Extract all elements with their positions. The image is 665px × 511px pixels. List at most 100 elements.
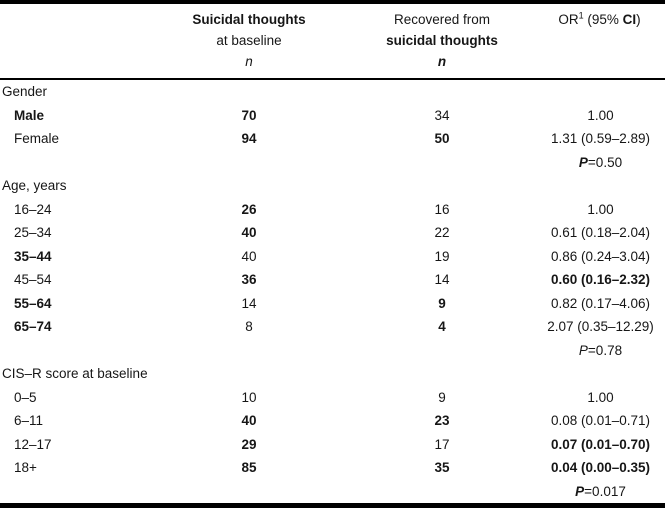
- header-baseline-n: n: [245, 54, 253, 69]
- p-symbol: P: [578, 154, 588, 170]
- row-label: 12–17: [14, 436, 52, 452]
- row-label: 18+: [14, 460, 37, 475]
- or-mid-text: (95%: [583, 12, 623, 27]
- or-ci: 0.61 (0.18–2.04): [550, 225, 651, 240]
- n-baseline: [150, 79, 348, 104]
- section-row: Gender: [0, 79, 665, 104]
- row-label: 55–64: [14, 295, 52, 311]
- or-ci: 1.00: [587, 107, 614, 123]
- or-ci: 0.82 (0.17–4.06): [550, 295, 651, 311]
- n-baseline: 29: [241, 436, 257, 452]
- n-baseline: 26: [241, 201, 257, 217]
- n-recovered: 9: [438, 295, 446, 311]
- table-row: 25–34 40 22 0.61 (0.18–2.04): [0, 221, 665, 245]
- n-recovered: 17: [434, 436, 450, 452]
- or-ci: 0.86 (0.24–3.04): [550, 248, 651, 264]
- n-baseline: [150, 362, 348, 386]
- header-col-or: OR1 (95% CI): [536, 2, 665, 80]
- n-baseline: [150, 174, 348, 198]
- n-recovered: 35: [434, 460, 450, 475]
- n-recovered: 4: [438, 319, 446, 334]
- or-ci-text: CI: [622, 12, 637, 27]
- p-value: P=0.017: [575, 483, 626, 499]
- n-recovered: 22: [434, 225, 450, 240]
- row-label: Male: [14, 107, 45, 123]
- n-recovered: [348, 174, 536, 198]
- or-ci: 0.60 (0.16–2.32): [550, 272, 651, 287]
- table-row: 12–17 29 17 0.07 (0.01–0.70): [0, 433, 665, 457]
- table-row: 0–5 10 9 1.00: [0, 386, 665, 410]
- n-baseline: 40: [241, 225, 257, 240]
- p-symbol: P: [575, 483, 585, 499]
- table-row: 55–64 14 9 0.82 (0.17–4.06): [0, 292, 665, 316]
- pvalue-row: P=0.017: [0, 480, 665, 506]
- row-label: [0, 339, 150, 363]
- row-label: 25–34: [14, 225, 52, 240]
- n-recovered: 50: [434, 131, 450, 146]
- or-end-text: ): [636, 12, 641, 27]
- n-baseline: [150, 339, 348, 363]
- table-row: 16–24 26 16 1.00: [0, 198, 665, 222]
- or-ci: 2.07 (0.35–12.29): [547, 319, 654, 334]
- n-recovered: 34: [434, 107, 450, 123]
- n-baseline: 85: [241, 460, 257, 475]
- or-ci: 1.00: [587, 201, 614, 217]
- n-baseline: 8: [245, 319, 253, 334]
- n-baseline: [150, 151, 348, 175]
- n-baseline: [150, 480, 348, 506]
- header-or-label: OR1 (95% CI): [536, 9, 665, 30]
- header-baseline-line1: Suicidal thoughts: [192, 12, 306, 27]
- n-recovered: 16: [434, 201, 450, 217]
- table-body: Gender Male 70 34 1.00 Female 94 50 1.31 (0.59–2…: [0, 79, 665, 506]
- n-baseline: 94: [241, 131, 257, 146]
- header-row: Suicidal thoughts at baseline n Recovere…: [0, 2, 665, 80]
- row-label: 6–11: [14, 413, 44, 428]
- n-recovered: [348, 362, 536, 386]
- n-baseline: 10: [241, 389, 257, 405]
- section-row: Age, years: [0, 174, 665, 198]
- table-row: 35–44 40 19 0.86 (0.24–3.04): [0, 245, 665, 269]
- p-symbol: P: [578, 342, 588, 358]
- n-recovered: [348, 151, 536, 175]
- header-col-empty: [0, 2, 150, 80]
- n-baseline: 40: [241, 248, 257, 264]
- p-value: P=0.78: [578, 342, 623, 358]
- table-row: 65–74 8 4 2.07 (0.35–12.29): [0, 315, 665, 339]
- n-recovered: 23: [434, 413, 450, 428]
- row-label: Age, years: [2, 178, 67, 193]
- n-recovered: [348, 339, 536, 363]
- row-label: CIS–R score at baseline: [2, 366, 148, 381]
- n-baseline: 36: [241, 272, 257, 287]
- n-baseline: 70: [241, 107, 257, 123]
- header-recovered-n: n: [437, 54, 447, 69]
- n-baseline: 40: [241, 413, 257, 428]
- table-row: 6–11 40 23 0.08 (0.01–0.71): [0, 409, 665, 433]
- pvalue-row: P=0.78: [0, 339, 665, 363]
- n-recovered: [348, 79, 536, 104]
- or-ci: 0.04 (0.00–0.35): [550, 460, 651, 475]
- table-row: Male 70 34 1.00: [0, 104, 665, 128]
- row-label: Female: [14, 131, 60, 146]
- or-ci: 1.31 (0.59–2.89): [550, 131, 651, 146]
- n-baseline: 14: [241, 295, 257, 311]
- header-col-recovered: Recovered from suicidal thoughts n: [348, 2, 536, 80]
- or-ci: 0.07 (0.01–0.70): [550, 436, 651, 452]
- or-ci: [536, 79, 665, 104]
- n-recovered: 19: [434, 248, 450, 264]
- header-col-baseline: Suicidal thoughts at baseline n: [150, 2, 348, 80]
- row-label: 35–44: [14, 248, 52, 264]
- table-row: Female 94 50 1.31 (0.59–2.89): [0, 127, 665, 151]
- table-row: 45–54 36 14 0.60 (0.16–2.32): [0, 268, 665, 292]
- row-label: [0, 480, 150, 506]
- n-recovered: 14: [434, 272, 450, 287]
- table-row: 18+ 85 35 0.04 (0.00–0.35): [0, 456, 665, 480]
- or-footnote-marker: 1: [578, 10, 584, 21]
- section-row: CIS–R score at baseline: [0, 362, 665, 386]
- header-recovered-line2: suicidal thoughts: [386, 33, 498, 48]
- row-label: 0–5: [14, 389, 37, 405]
- or-ci: 1.00: [587, 389, 614, 405]
- or-text: OR: [558, 12, 579, 27]
- row-label: 45–54: [14, 272, 52, 287]
